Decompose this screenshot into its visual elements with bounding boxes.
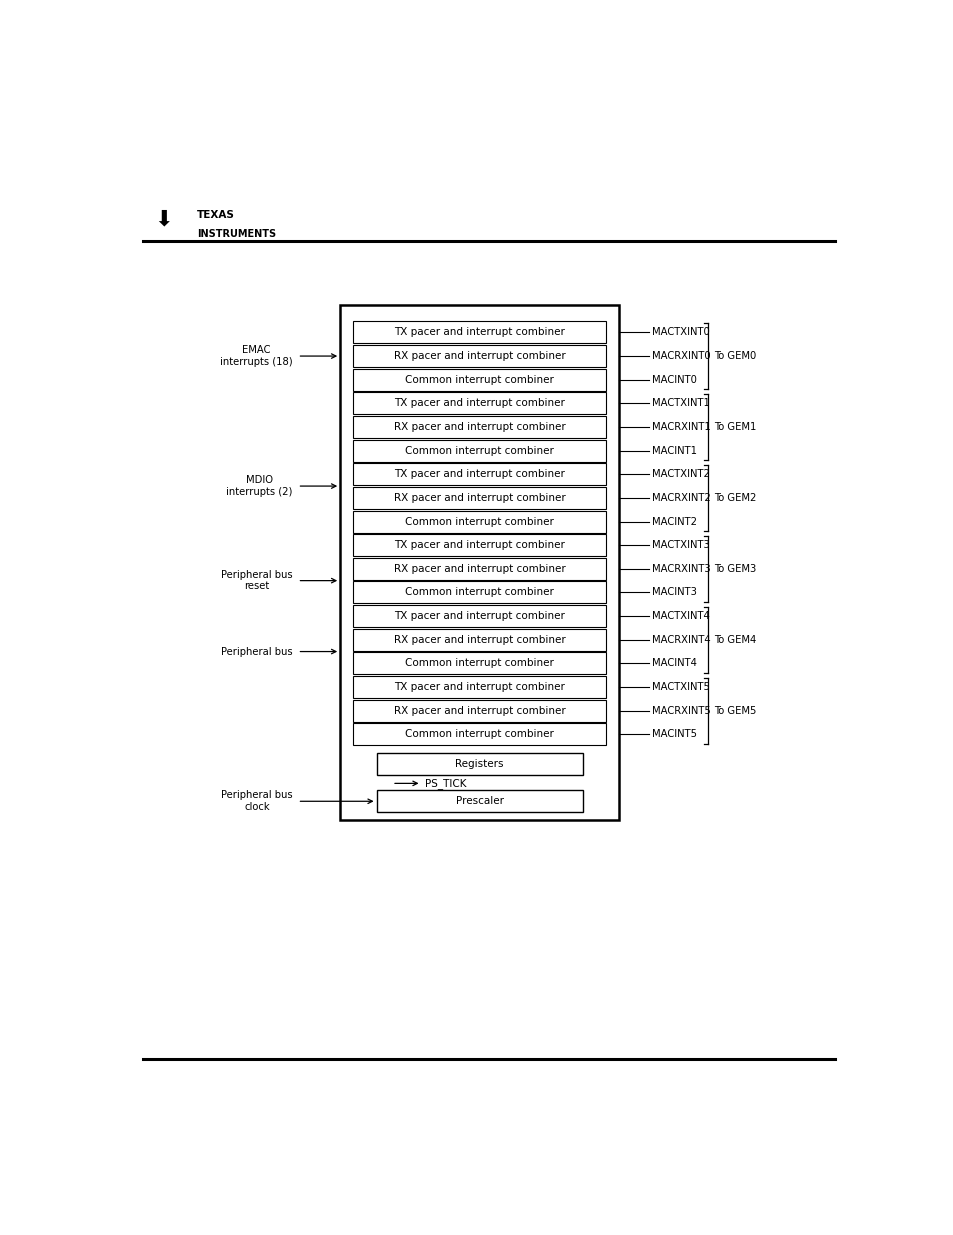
Text: Prescaler: Prescaler [456,797,503,806]
Text: INSTRUMENTS: INSTRUMENTS [196,228,275,240]
Text: Common interrupt combiner: Common interrupt combiner [405,516,554,526]
Text: Common interrupt combiner: Common interrupt combiner [405,730,554,740]
Text: Common interrupt combiner: Common interrupt combiner [405,446,554,456]
Bar [353,700,605,721]
Text: To GEM4: To GEM4 [714,635,756,645]
Text: PS_TICK: PS_TICK [425,778,466,789]
Text: TX pacer and interrupt combiner: TX pacer and interrupt combiner [394,540,564,550]
Text: MACTXINT3: MACTXINT3 [652,540,709,550]
Text: Peripheral bus: Peripheral bus [221,647,293,657]
Text: Common interrupt combiner: Common interrupt combiner [405,588,554,598]
Text: TEXAS: TEXAS [196,210,234,220]
Text: MACRXINT2: MACRXINT2 [652,493,710,503]
Text: MACRXINT3: MACRXINT3 [652,564,710,574]
Bar [376,790,582,813]
Bar [353,510,605,532]
Text: RX pacer and interrupt combiner: RX pacer and interrupt combiner [394,493,565,503]
Text: To GEM2: To GEM2 [714,493,756,503]
Text: TX pacer and interrupt combiner: TX pacer and interrupt combiner [394,682,564,692]
Text: MACRXINT5: MACRXINT5 [652,705,710,715]
Bar [353,652,605,674]
Bar [353,535,605,556]
Bar [353,463,605,485]
Bar [340,305,618,820]
Text: TX pacer and interrupt combiner: TX pacer and interrupt combiner [394,327,564,337]
Text: TX pacer and interrupt combiner: TX pacer and interrupt combiner [394,399,564,409]
Bar [353,676,605,698]
Text: MACTXINT5: MACTXINT5 [652,682,710,692]
Text: MACINT0: MACINT0 [652,374,697,384]
Bar [353,345,605,367]
Text: RX pacer and interrupt combiner: RX pacer and interrupt combiner [394,422,565,432]
Text: RX pacer and interrupt combiner: RX pacer and interrupt combiner [394,635,565,645]
Text: EMAC
interrupts (18): EMAC interrupts (18) [220,346,293,367]
Bar [353,724,605,745]
Bar [353,558,605,579]
Text: To GEM1: To GEM1 [714,422,756,432]
Text: RX pacer and interrupt combiner: RX pacer and interrupt combiner [394,351,565,361]
Text: RX pacer and interrupt combiner: RX pacer and interrupt combiner [394,705,565,715]
Text: Peripheral bus
clock: Peripheral bus clock [221,790,293,813]
Text: MACINT4: MACINT4 [652,658,697,668]
Text: Registers: Registers [455,760,503,769]
Text: MACTXINT4: MACTXINT4 [652,611,709,621]
Bar [353,393,605,414]
Bar [353,582,605,604]
Bar [353,605,605,627]
Text: MACINT5: MACINT5 [652,730,697,740]
Text: MACTXINT1: MACTXINT1 [652,399,710,409]
Text: MACRXINT0: MACRXINT0 [652,351,710,361]
Text: TX pacer and interrupt combiner: TX pacer and interrupt combiner [394,469,564,479]
Text: Peripheral bus
reset: Peripheral bus reset [221,569,293,592]
Bar [353,369,605,390]
Text: MACRXINT1: MACRXINT1 [652,422,710,432]
Text: To GEM3: To GEM3 [714,564,756,574]
Text: Common interrupt combiner: Common interrupt combiner [405,658,554,668]
Text: ⬇: ⬇ [154,210,172,230]
Text: MACINT2: MACINT2 [652,516,697,526]
Bar [353,629,605,651]
Text: MACINT1: MACINT1 [652,446,697,456]
Text: MACTXINT0: MACTXINT0 [652,327,709,337]
Bar [353,321,605,343]
Bar [353,440,605,462]
Bar [353,487,605,509]
Text: TX pacer and interrupt combiner: TX pacer and interrupt combiner [394,611,564,621]
Text: MDIO
interrupts (2): MDIO interrupts (2) [226,475,293,496]
Text: To GEM5: To GEM5 [714,705,756,715]
Text: Common interrupt combiner: Common interrupt combiner [405,374,554,384]
Text: RX pacer and interrupt combiner: RX pacer and interrupt combiner [394,564,565,574]
Bar [353,416,605,438]
Text: MACTXINT2: MACTXINT2 [652,469,710,479]
Text: MACINT3: MACINT3 [652,588,697,598]
Bar [376,753,582,774]
Text: MACRXINT4: MACRXINT4 [652,635,710,645]
Text: To GEM0: To GEM0 [714,351,756,361]
